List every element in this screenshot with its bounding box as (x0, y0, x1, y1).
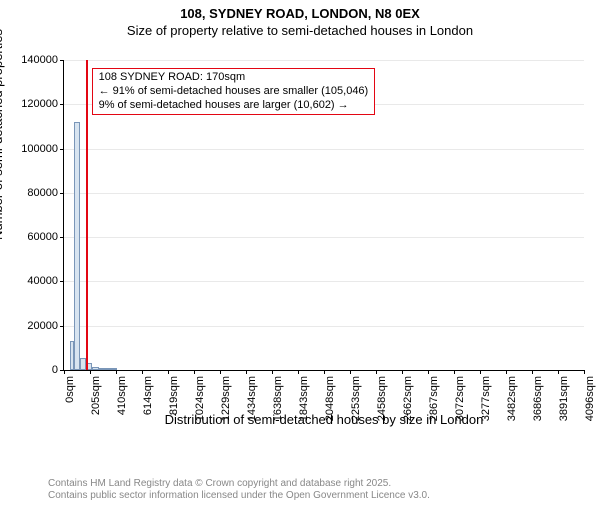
xtick-label: 1024sqm (194, 376, 206, 421)
ytick-mark (60, 149, 64, 150)
ytick-label: 140000 (21, 54, 58, 66)
xtick-mark (116, 370, 117, 374)
xtick-label: 2253sqm (350, 376, 362, 421)
xtick-mark (64, 370, 65, 374)
xtick-label: 3891sqm (558, 376, 570, 421)
chart-container: Number of semi-detached properties Distr… (0, 50, 600, 430)
xtick-label: 3072sqm (454, 376, 466, 421)
ytick-mark (60, 60, 64, 61)
histogram-bar (74, 122, 80, 370)
xtick-label: 0sqm (64, 376, 76, 403)
xtick-mark (350, 370, 351, 374)
xtick-mark (506, 370, 507, 374)
ytick-label: 40000 (27, 275, 58, 287)
xtick-mark (376, 370, 377, 374)
xtick-mark (246, 370, 247, 374)
xtick-mark (454, 370, 455, 374)
xtick-mark (90, 370, 91, 374)
xtick-label: 410sqm (116, 376, 128, 415)
xtick-mark (558, 370, 559, 374)
xtick-label: 4096sqm (584, 376, 596, 421)
plot-area: Distribution of semi-detached houses by … (63, 60, 584, 371)
xtick-label: 3686sqm (532, 376, 544, 421)
ytick-label: 120000 (21, 98, 58, 110)
gridline (64, 149, 584, 150)
ytick-mark (60, 193, 64, 194)
xtick-label: 819sqm (168, 376, 180, 415)
xtick-mark (402, 370, 403, 374)
xtick-mark (272, 370, 273, 374)
xtick-mark (532, 370, 533, 374)
xtick-label: 2662sqm (402, 376, 414, 421)
property-marker-line (86, 60, 88, 370)
annotation-line: 108 SYDNEY ROAD: 170sqm (99, 71, 369, 85)
xtick-label: 2867sqm (428, 376, 440, 421)
chart-subtitle: Size of property relative to semi-detach… (0, 23, 600, 40)
gridline (64, 281, 584, 282)
ytick-mark (60, 326, 64, 327)
y-axis-label: Number of semi-detached properties (0, 29, 5, 240)
ytick-mark (60, 104, 64, 105)
ytick-mark (60, 237, 64, 238)
xtick-label: 3277sqm (480, 376, 492, 421)
xtick-mark (194, 370, 195, 374)
ytick-mark (60, 281, 64, 282)
xtick-label: 3482sqm (506, 376, 518, 421)
ytick-label: 0 (52, 364, 58, 376)
annotation-box: 108 SYDNEY ROAD: 170sqm← 91% of semi-det… (92, 68, 376, 115)
xtick-mark (142, 370, 143, 374)
gridline (64, 193, 584, 194)
ytick-label: 100000 (21, 143, 58, 155)
footer-line-1: Contains HM Land Registry data © Crown c… (48, 478, 430, 490)
annotation-line: ← 91% of semi-detached houses are smalle… (99, 85, 369, 99)
xtick-label: 205sqm (90, 376, 102, 415)
footer-attribution: Contains HM Land Registry data © Crown c… (48, 478, 430, 502)
xtick-label: 1229sqm (220, 376, 232, 421)
xtick-label: 614sqm (142, 376, 154, 415)
footer-line-2: Contains public sector information licen… (48, 490, 430, 502)
xtick-label: 1434sqm (246, 376, 258, 421)
xtick-mark (220, 370, 221, 374)
xtick-mark (480, 370, 481, 374)
gridline (64, 326, 584, 327)
gridline (64, 237, 584, 238)
ytick-label: 20000 (27, 320, 58, 332)
xtick-mark (298, 370, 299, 374)
xtick-mark (584, 370, 585, 374)
xtick-mark (428, 370, 429, 374)
ytick-label: 60000 (27, 231, 58, 243)
xtick-label: 2458sqm (376, 376, 388, 421)
xtick-mark (324, 370, 325, 374)
xtick-label: 1638sqm (272, 376, 284, 421)
xtick-label: 2048sqm (324, 376, 336, 421)
ytick-label: 80000 (27, 187, 58, 199)
chart-title: 108, SYDNEY ROAD, LONDON, N8 0EX (0, 6, 600, 23)
xtick-label: 1843sqm (298, 376, 310, 421)
gridline (64, 60, 584, 61)
xtick-mark (168, 370, 169, 374)
annotation-line: 9% of semi-detached houses are larger (1… (99, 99, 369, 113)
